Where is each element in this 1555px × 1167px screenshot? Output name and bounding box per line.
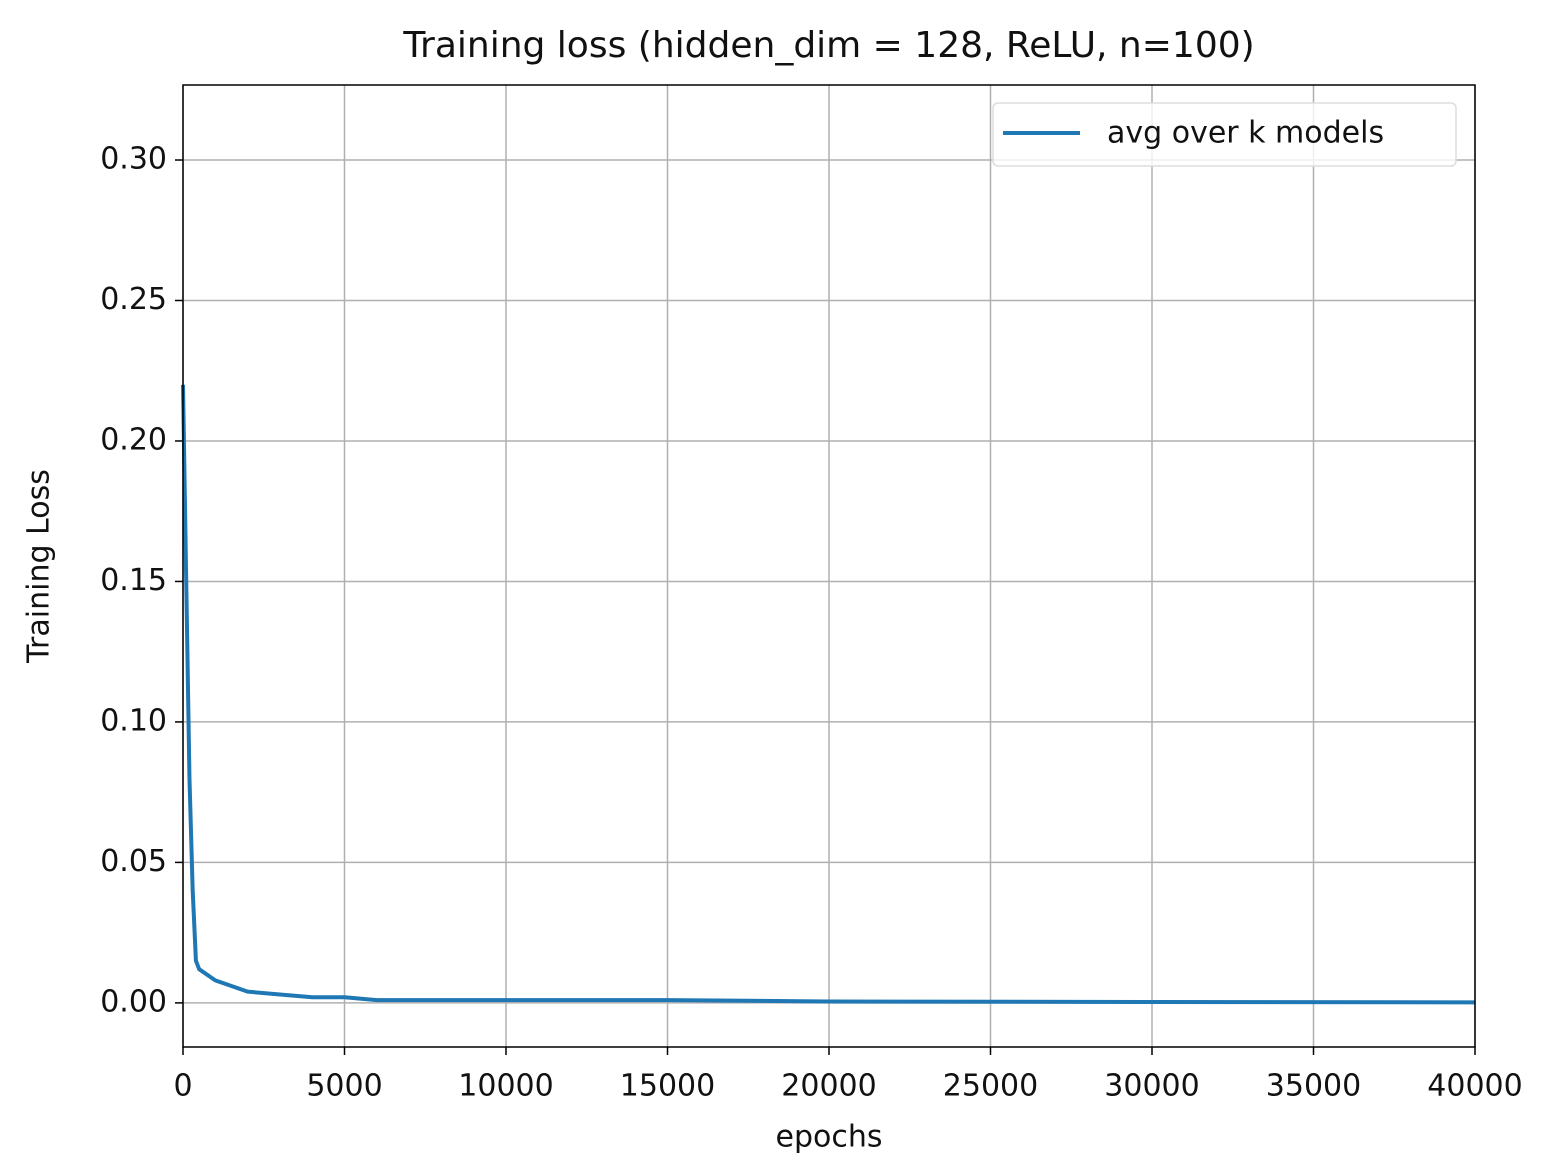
x-axis-label: epochs: [776, 1120, 883, 1155]
legend-label: avg over k models: [1107, 116, 1384, 151]
x-tick-label: 25000: [943, 1069, 1038, 1104]
x-tick-label: 15000: [620, 1069, 715, 1104]
legend-box: [992, 102, 1457, 167]
x-tick-label: 35000: [1266, 1069, 1361, 1104]
x-tick-label: 0: [173, 1069, 192, 1104]
y-tick-label: 0.10: [100, 703, 167, 738]
series-line: [181, 384, 1476, 1005]
x-tick-label: 5000: [306, 1069, 382, 1104]
y-tick-label: 0.20: [100, 422, 167, 457]
x-tick-label: 40000: [1427, 1069, 1522, 1104]
y-tick-label: 0.00: [100, 984, 167, 1019]
plot-frame: [182, 84, 1476, 1048]
x-tick-label: 20000: [781, 1069, 876, 1104]
x-tick-label: 10000: [458, 1069, 553, 1104]
y-axis-label: Training Loss: [22, 469, 57, 664]
y-tick-label: 0.30: [100, 142, 167, 177]
y-tick-label: 0.25: [100, 282, 167, 317]
x-tick-label: 30000: [1104, 1069, 1199, 1104]
chart-title: Training loss (hidden_dim = 128, ReLU, n…: [402, 25, 1254, 66]
y-tick-label: 0.15: [100, 563, 167, 598]
y-tick-label: 0.05: [100, 844, 167, 879]
